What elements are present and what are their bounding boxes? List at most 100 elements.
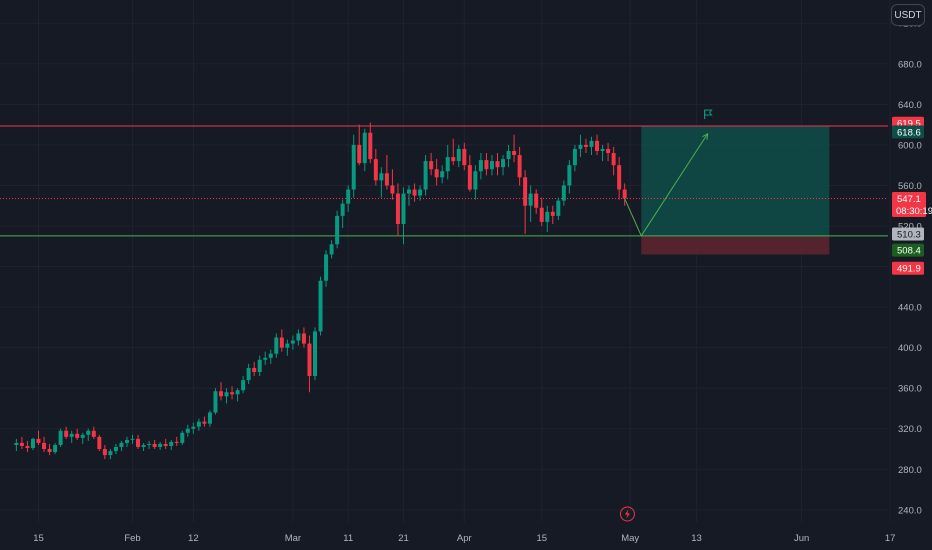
candle[interactable]: [512, 134, 517, 163]
candle[interactable]: [506, 144, 511, 168]
candle[interactable]: [80, 432, 85, 444]
candle[interactable]: [36, 430, 41, 445]
candle[interactable]: [318, 276, 323, 336]
candle[interactable]: [561, 180, 566, 206]
candle[interactable]: [611, 146, 616, 176]
candle[interactable]: [362, 128, 367, 172]
candle[interactable]: [534, 189, 539, 214]
candle[interactable]: [290, 335, 295, 350]
target-zone[interactable]: [641, 126, 830, 236]
candle[interactable]: [218, 382, 223, 401]
candle[interactable]: [550, 205, 555, 224]
candle[interactable]: [368, 122, 373, 164]
candle[interactable]: [279, 329, 284, 352]
candle[interactable]: [185, 424, 190, 437]
candle[interactable]: [440, 165, 445, 184]
candle[interactable]: [395, 183, 400, 237]
candle[interactable]: [307, 335, 312, 393]
candle[interactable]: [545, 205, 550, 233]
candle[interactable]: [19, 436, 24, 450]
projection-path[interactable]: [624, 133, 709, 237]
candle[interactable]: [489, 155, 494, 176]
candle[interactable]: [523, 170, 528, 235]
candle[interactable]: [25, 440, 30, 453]
candle[interactable]: [340, 199, 345, 229]
candle[interactable]: [429, 153, 434, 176]
candle[interactable]: [501, 155, 506, 176]
candle[interactable]: [456, 144, 461, 168]
candle[interactable]: [462, 142, 467, 171]
candle[interactable]: [434, 159, 439, 186]
candle[interactable]: [445, 144, 450, 180]
candle[interactable]: [158, 441, 163, 451]
currency-button[interactable]: USDT: [891, 4, 925, 26]
candle[interactable]: [390, 169, 395, 200]
candle[interactable]: [69, 430, 74, 443]
candle[interactable]: [578, 134, 583, 158]
candle[interactable]: [113, 443, 118, 455]
candle[interactable]: [174, 436, 179, 446]
candle[interactable]: [556, 197, 561, 220]
candle[interactable]: [335, 210, 340, 249]
candle[interactable]: [324, 250, 329, 287]
candle[interactable]: [102, 444, 107, 460]
candle[interactable]: [207, 410, 212, 427]
candle[interactable]: [163, 438, 168, 450]
candle[interactable]: [484, 153, 489, 176]
candle[interactable]: [595, 134, 600, 156]
candle[interactable]: [495, 153, 500, 176]
candle[interactable]: [285, 339, 290, 356]
candle[interactable]: [97, 434, 102, 452]
candle[interactable]: [379, 167, 384, 198]
candle[interactable]: [86, 428, 91, 441]
candle[interactable]: [263, 351, 268, 365]
candle[interactable]: [180, 430, 185, 445]
candle[interactable]: [42, 436, 47, 453]
candle[interactable]: [30, 437, 35, 451]
candle[interactable]: [600, 144, 605, 162]
candle[interactable]: [313, 327, 317, 381]
flag-icon[interactable]: [704, 109, 713, 120]
candle[interactable]: [467, 155, 472, 192]
candle[interactable]: [235, 388, 240, 402]
candle[interactable]: [539, 197, 544, 226]
candle[interactable]: [268, 349, 273, 364]
candle[interactable]: [252, 361, 257, 377]
candle[interactable]: [418, 185, 423, 201]
candle[interactable]: [357, 124, 362, 166]
candle[interactable]: [224, 388, 229, 404]
candle[interactable]: [473, 165, 478, 200]
candle[interactable]: [583, 138, 588, 154]
candle[interactable]: [301, 327, 306, 348]
stop-zone[interactable]: [641, 235, 830, 255]
candle[interactable]: [528, 185, 533, 222]
candle[interactable]: [451, 138, 456, 166]
candle[interactable]: [567, 160, 572, 194]
candle[interactable]: [196, 418, 201, 431]
candle[interactable]: [478, 153, 483, 180]
candle[interactable]: [617, 157, 622, 200]
candle[interactable]: [152, 439, 157, 450]
candle[interactable]: [606, 142, 611, 162]
candle[interactable]: [169, 439, 174, 451]
candle[interactable]: [202, 416, 207, 427]
candle[interactable]: [64, 426, 69, 439]
candle[interactable]: [274, 333, 279, 358]
candle[interactable]: [124, 436, 129, 447]
candle[interactable]: [296, 329, 301, 346]
candle[interactable]: [412, 183, 417, 202]
candle[interactable]: [136, 434, 141, 450]
candle[interactable]: [517, 146, 522, 186]
candle[interactable]: [108, 449, 113, 460]
candle[interactable]: [14, 438, 19, 452]
candle[interactable]: [346, 185, 351, 212]
candle[interactable]: [622, 183, 627, 206]
candle[interactable]: [75, 428, 80, 440]
candle[interactable]: [58, 428, 63, 447]
candle[interactable]: [230, 386, 235, 400]
candle[interactable]: [572, 144, 577, 172]
candle[interactable]: [241, 376, 246, 394]
candle[interactable]: [246, 363, 251, 385]
